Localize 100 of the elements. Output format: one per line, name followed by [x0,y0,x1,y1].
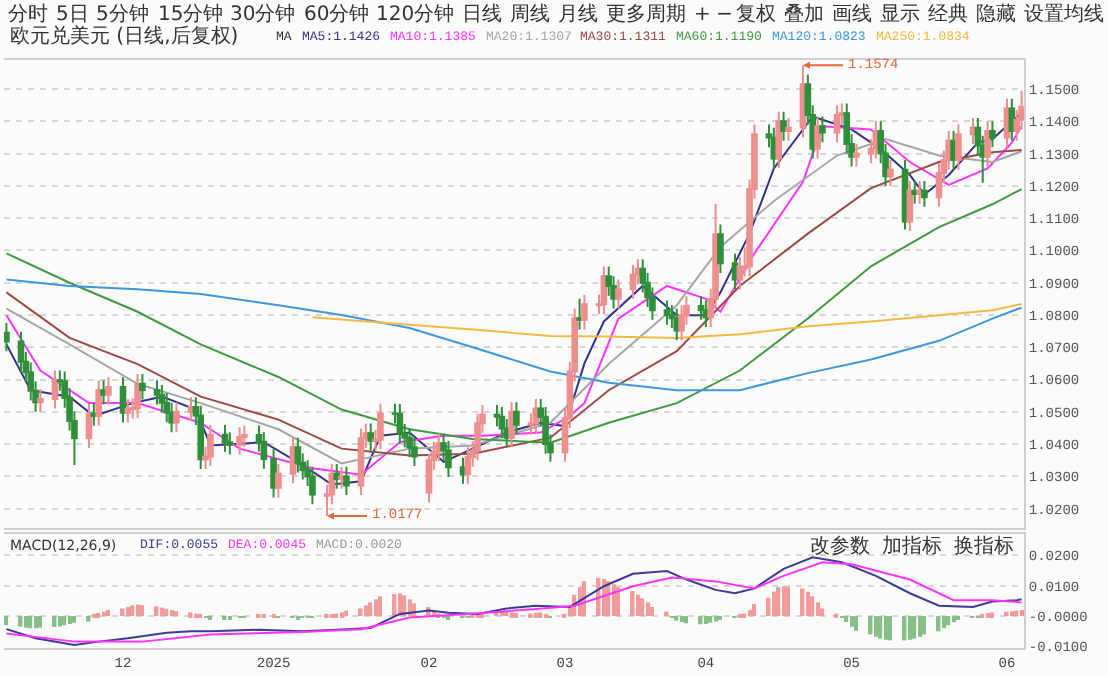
text: 30分钟 [230,2,296,26]
bar [810,596,815,617]
candlestick [124,398,132,424]
candlestick [134,373,141,419]
candlestick [615,278,622,310]
candlestick [221,424,229,453]
bar [72,616,76,623]
bar [378,596,382,617]
candlestick [663,299,671,326]
candlestick [853,142,860,168]
candlestick [51,369,59,410]
candlestick [377,402,384,451]
bar [844,616,849,623]
text: + [694,4,711,26]
candlestick [542,406,549,455]
candlestick [158,384,166,414]
text: 周线 [510,2,550,26]
bar [912,616,917,639]
candlestick [139,373,146,401]
bar [922,616,926,635]
candlestick [289,436,297,485]
bar [344,610,348,617]
candlestick [105,376,112,406]
candlestick [911,180,919,205]
text: 隐藏 [976,2,1016,26]
bar [990,612,994,618]
text: 经典 [928,2,968,26]
candlestick [163,392,171,424]
bar [86,616,91,622]
bar [816,602,820,617]
bar [616,587,620,617]
candlestick [887,159,894,187]
bar [820,608,824,617]
bar [786,586,790,617]
candlestick [610,275,617,310]
candlestick [955,123,962,171]
bar [704,616,708,624]
bar [646,602,650,617]
text: 复权 [736,2,776,26]
candlestick [819,115,826,144]
text: 15分钟 [158,2,224,26]
candlestick [367,422,375,452]
text: 更多周期 [606,2,686,26]
bar [630,591,635,617]
text: 日线 [462,2,502,26]
text: 60分钟 [304,2,370,26]
bar [340,612,344,618]
text: − [716,4,733,26]
bar [398,593,402,617]
candlestick [814,115,821,160]
bar [752,603,756,617]
bar [878,616,883,639]
text: 月线 [558,2,598,26]
candlestick [197,404,205,470]
bar [136,604,140,617]
candlestick [95,379,103,427]
text: 分时 [8,2,48,26]
text: 显示 [880,4,920,26]
candlestick [435,432,443,463]
candlestick [90,402,98,427]
bar [154,606,159,617]
candlestick [474,412,481,462]
bar [368,602,373,617]
bar [18,616,23,627]
candlestick [576,297,583,331]
bar [806,591,810,617]
bar [684,616,688,624]
candlestick [702,299,710,328]
candlestick [678,304,685,342]
text: 120分钟 [376,2,455,26]
bar [24,616,28,628]
candlestick [168,401,175,434]
chart-title: 欧元兑美元 (日线,后复权) [10,24,239,48]
candlestick [309,465,316,506]
candlestick [498,406,506,440]
candlestick [697,295,705,321]
bar [680,616,684,623]
annotation: 换指标 [954,534,1014,558]
candlestick [508,401,515,449]
bar [874,616,878,637]
bar [140,605,144,617]
candlestick [736,255,744,291]
text: 画线 [832,2,872,26]
bar [130,605,135,617]
candlestick [780,110,787,142]
bar [28,616,33,629]
candlestick [294,436,302,474]
bar [888,616,892,641]
bar [160,607,164,617]
bar [776,587,781,617]
candlestick [338,465,345,490]
bar [708,616,713,623]
bar [126,606,130,617]
bar [68,616,72,624]
candlestick [396,403,404,445]
candlestick [459,456,467,485]
candlestick [775,110,783,170]
text: 设置均线 [1024,2,1104,26]
candlestick [4,322,10,353]
candlestick [717,223,724,275]
